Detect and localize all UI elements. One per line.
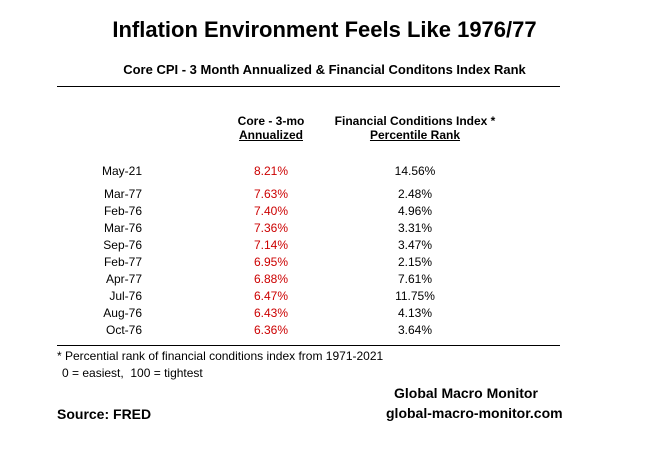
row-date: May-21: [101, 164, 142, 178]
row-fci-value: 2.48%: [397, 187, 433, 201]
bottom-divider: [57, 345, 560, 346]
row-date: Mar-77: [103, 187, 142, 201]
chart-title: Inflation Environment Feels Like 1976/77: [112, 17, 537, 42]
row-fci-value: 11.75%: [395, 289, 435, 303]
source-label: Source: FRED: [57, 406, 152, 422]
row-date: Apr-77: [105, 272, 142, 286]
row-core-value: 7.63%: [253, 187, 289, 201]
row-core-value: 6.47%: [253, 289, 289, 303]
row-fci-value: 4.13%: [397, 306, 433, 320]
row-fci-value: 3.47%: [397, 238, 433, 252]
row-core-value: 6.88%: [253, 272, 289, 286]
chart-subtitle: Core CPI - 3 Month Annualized & Financia…: [123, 62, 526, 77]
column-header-core-line2: Annualized: [238, 128, 303, 142]
row-fci-value: 3.64%: [397, 323, 433, 337]
top-divider: [57, 86, 560, 87]
row-core-value: 6.43%: [253, 306, 289, 320]
column-header-fci-line2: Percentile Rank: [369, 128, 461, 142]
row-date: Feb-77: [103, 255, 142, 269]
row-date: Sep-76: [103, 238, 142, 252]
row-date: Aug-76: [103, 306, 142, 320]
row-core-value: 7.14%: [253, 238, 289, 252]
row-core-value: 6.36%: [253, 323, 289, 337]
row-fci-value: 7.61%: [397, 272, 433, 286]
footnote-line-1: * Percential rank of financial condition…: [57, 349, 384, 363]
row-date: Oct-76: [105, 323, 142, 337]
row-core-value: 6.95%: [253, 255, 289, 269]
row-date: Mar-76: [103, 221, 142, 235]
row-core-value: 7.40%: [253, 204, 289, 218]
row-core-value: 8.21%: [253, 164, 289, 178]
brand-name: Global Macro Monitor: [394, 385, 538, 401]
row-core-value: 7.36%: [253, 221, 289, 235]
row-fci-value: 4.96%: [397, 204, 433, 218]
column-header-fci-line1: Financial Conditions Index *: [334, 114, 496, 128]
column-header-fci: Financial Conditions Index * Percentile …: [330, 114, 500, 142]
row-date: Jul-76: [109, 289, 142, 303]
brand-url: global-macro-monitor.com: [386, 405, 563, 421]
column-header-core-line1: Core - 3-mo: [237, 114, 305, 128]
row-fci-value: 14.56%: [394, 164, 436, 178]
footnote-line-2: 0 = easiest, 100 = tightest: [62, 366, 203, 380]
row-fci-value: 3.31%: [397, 221, 433, 235]
row-date: Feb-76: [103, 204, 142, 218]
row-fci-value: 2.15%: [397, 255, 433, 269]
column-header-core: Core - 3-mo Annualized: [211, 114, 331, 142]
